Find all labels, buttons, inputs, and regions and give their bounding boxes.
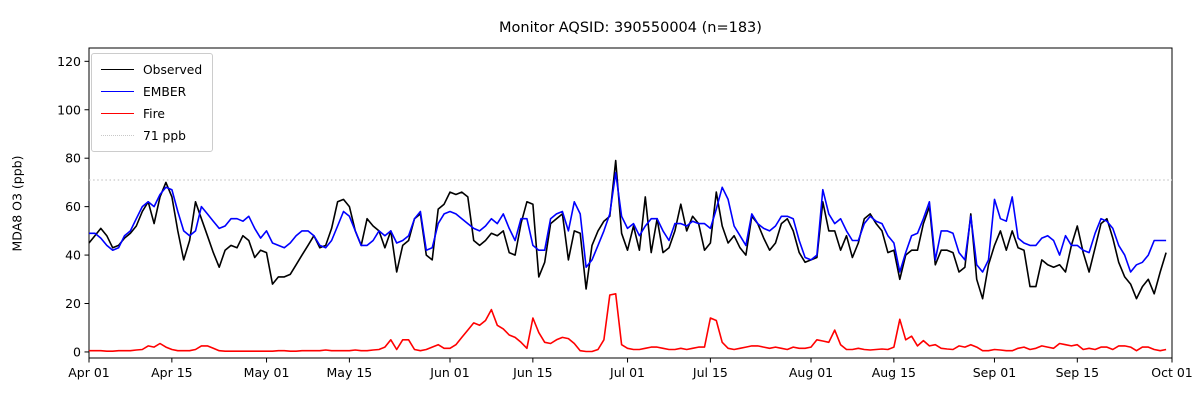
legend-item-observed: Observed — [101, 61, 202, 78]
x-tick-label: May 15 — [327, 365, 373, 380]
legend-label-ember: EMBER — [143, 84, 187, 99]
ember-line — [89, 171, 1167, 273]
x-tick-label: Jul 15 — [692, 365, 728, 380]
legend-label-fire: Fire — [143, 106, 165, 121]
legend-item-fire: Fire — [101, 105, 202, 122]
plot-border — [88, 47, 1173, 359]
legend-item-threshold: 71 ppb — [101, 127, 202, 144]
x-tick-label: Apr 01 — [68, 365, 110, 380]
threshold-line-swatch — [101, 135, 134, 136]
observed-line — [88, 159, 1167, 300]
x-tick-label: Aug 15 — [872, 365, 916, 380]
fire-line — [89, 292, 1167, 353]
ember-line-swatch — [101, 91, 134, 92]
y-tick-label: 60 — [65, 199, 81, 214]
x-tick-label: Jun 01 — [429, 365, 469, 380]
fire-line-swatch — [101, 113, 134, 114]
y-tick-label: 0 — [73, 344, 81, 359]
y-tick-label: 20 — [65, 296, 81, 311]
y-tick-label: 40 — [65, 248, 81, 263]
x-tick-label: Aug 01 — [789, 365, 833, 380]
x-tick-label: Apr 15 — [151, 365, 193, 380]
y-tick-label: 120 — [57, 54, 81, 69]
legend-label-observed: Observed — [143, 62, 203, 77]
x-tick-label: Sep 15 — [1056, 365, 1099, 380]
legend-label-threshold: 71 ppb — [143, 128, 186, 143]
y-tick-label: 100 — [57, 102, 81, 117]
chart-title: Monitor AQSID: 390550004 (n=183) — [499, 20, 762, 36]
legend: Observed EMBER Fire 71 ppb — [91, 53, 214, 152]
y-tick-label: 80 — [65, 151, 81, 166]
observed-line-swatch — [101, 69, 134, 70]
x-tick-label: May 01 — [244, 365, 290, 380]
x-tick-label: Sep 01 — [973, 365, 1016, 380]
x-tick-label: Oct 01 — [1151, 365, 1193, 380]
x-tick-label: Jul 01 — [609, 365, 645, 380]
legend-item-ember: EMBER — [101, 83, 202, 100]
x-tick-label: Jun 15 — [512, 365, 552, 380]
